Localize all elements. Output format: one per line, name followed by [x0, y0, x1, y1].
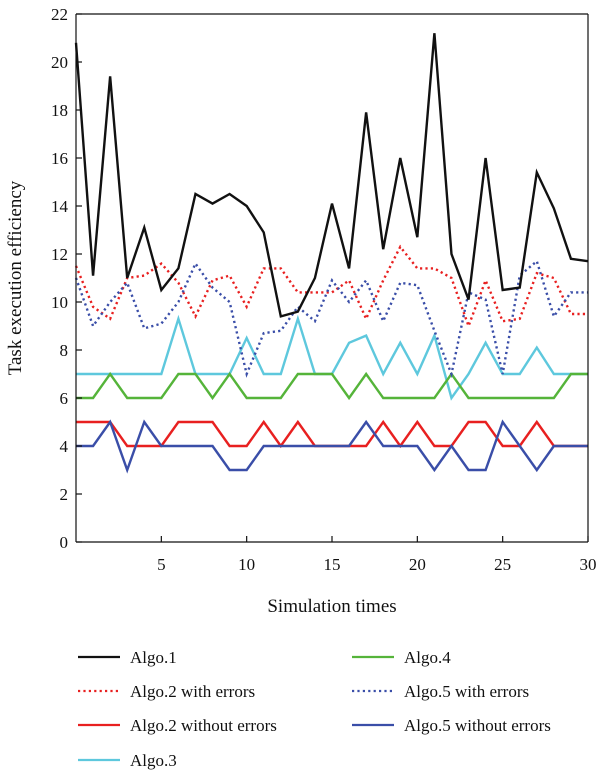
series-layer — [74, 33, 589, 474]
series-line-algo-4 — [76, 371, 588, 401]
legend-label: Algo.2 without errors — [130, 716, 277, 735]
x-tick-label: 15 — [324, 555, 341, 574]
x-axis-title: Simulation times — [267, 596, 396, 617]
x-tick-label: 10 — [238, 555, 255, 574]
series-line-algo-5-without-errors — [76, 419, 588, 474]
legend-label: Algo.4 — [404, 648, 451, 667]
legend-label: Algo.3 — [130, 751, 177, 770]
series-line-algo-1 — [74, 33, 589, 318]
ticks-layer: 0 2 4 6 8 10 12 14 16 18 20 22 5 10 15 20 25 30 — [51, 5, 597, 574]
y-tick-label: 4 — [60, 437, 69, 456]
y-tick-label: 14 — [51, 197, 69, 216]
x-tick-label: 5 — [157, 555, 166, 574]
legend-label: Algo.1 — [130, 648, 177, 667]
series-line-algo-2-with-errors — [74, 244, 588, 330]
y-tick-label: 2 — [60, 485, 69, 504]
legend-label: Algo.2 with errors — [130, 682, 255, 701]
series-line-algo-5-with-errors — [74, 259, 588, 379]
y-tick-label: 18 — [51, 101, 68, 120]
x-tick-label: 25 — [494, 555, 511, 574]
x-tick-label: 20 — [409, 555, 426, 574]
x-tick-label: 30 — [580, 555, 597, 574]
legend-label: Algo.5 without errors — [404, 716, 551, 735]
y-tick-label: 16 — [51, 149, 68, 168]
legend-label: Algo.5 with errors — [404, 682, 529, 701]
axes-layer — [75, 13, 589, 543]
y-tick-label: 20 — [51, 53, 68, 72]
y-tick-label: 10 — [51, 293, 68, 312]
y-tick-label: 0 — [60, 533, 69, 552]
legend: Algo.1 Algo.4 Algo.2 with errors Algo.5 wit… — [78, 648, 551, 770]
y-axis-title: Task execution efficiency — [5, 180, 26, 375]
y-tick-label: 8 — [60, 341, 69, 360]
y-tick-label: 12 — [51, 245, 68, 264]
y-tick-label: 22 — [51, 5, 68, 24]
series-line-algo-3 — [76, 314, 588, 401]
y-tick-label: 6 — [60, 389, 69, 408]
